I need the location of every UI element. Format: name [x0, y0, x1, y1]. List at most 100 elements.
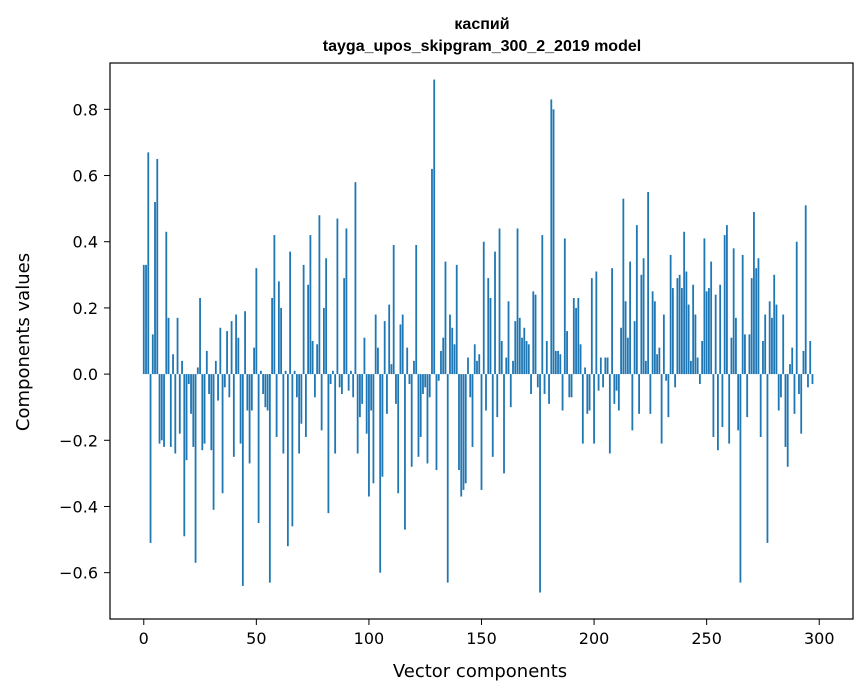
bar	[449, 314, 451, 375]
bar	[480, 374, 483, 490]
bar	[417, 374, 420, 457]
bar	[588, 374, 591, 411]
bar	[737, 374, 740, 431]
y-tick-label: 0.4	[73, 233, 98, 252]
bar	[602, 374, 604, 388]
bar	[329, 374, 332, 385]
y-axis-label: Components values	[13, 253, 34, 431]
bar	[160, 374, 163, 441]
bar	[746, 374, 749, 418]
bar	[185, 374, 188, 461]
bar	[248, 374, 251, 464]
bar	[507, 301, 510, 375]
bar	[178, 374, 181, 434]
bar	[482, 241, 485, 375]
bar	[753, 211, 755, 375]
bar	[399, 324, 402, 375]
bar	[714, 294, 717, 375]
bar	[286, 374, 289, 547]
bar	[586, 374, 589, 414]
bar	[568, 374, 571, 398]
bar	[599, 357, 602, 375]
bar	[316, 344, 319, 375]
bar	[667, 374, 670, 418]
bar	[606, 357, 609, 375]
bar	[678, 274, 681, 375]
bar	[390, 364, 393, 375]
y-tick-label: 0.6	[73, 167, 98, 186]
chart-subtitle: tayga_upos_skipgram_300_2_2019 model	[323, 38, 641, 55]
bar	[689, 360, 692, 375]
bar	[662, 314, 665, 375]
bar	[503, 374, 505, 474]
bar	[383, 321, 386, 375]
bar	[273, 235, 276, 375]
bar	[187, 374, 190, 385]
bar	[451, 327, 454, 375]
bar	[629, 261, 632, 375]
bar	[741, 254, 744, 375]
bar	[726, 225, 728, 375]
bar	[154, 202, 156, 375]
bar	[431, 168, 433, 375]
bar	[370, 374, 373, 411]
bar	[793, 374, 796, 414]
bar	[167, 317, 170, 375]
bar	[660, 374, 663, 444]
bar	[415, 245, 418, 375]
bar	[406, 347, 409, 375]
bar	[782, 314, 785, 375]
bar	[289, 251, 292, 375]
bar	[145, 264, 147, 375]
bar	[712, 374, 715, 437]
bar	[735, 317, 737, 375]
bar	[521, 337, 523, 375]
bar	[212, 374, 215, 510]
bar	[771, 317, 773, 375]
plot-frame	[109, 62, 854, 620]
bar	[791, 347, 794, 375]
bar	[304, 374, 307, 437]
bar	[284, 370, 287, 375]
bar	[359, 374, 361, 418]
x-tick-label: 250	[691, 629, 722, 648]
bar	[730, 337, 733, 375]
bar	[656, 354, 659, 375]
x-tick-label: 50	[246, 629, 266, 648]
bar	[512, 360, 514, 375]
bar	[395, 374, 397, 404]
bar	[811, 374, 814, 385]
bar	[230, 321, 233, 375]
bar	[232, 374, 235, 457]
bar	[487, 278, 490, 375]
bar	[444, 261, 447, 375]
bar	[183, 374, 186, 537]
bar	[192, 374, 195, 447]
chart-title: каспий	[454, 16, 509, 33]
bar	[147, 152, 150, 375]
bar	[156, 158, 159, 375]
bar	[579, 344, 582, 375]
bar	[516, 228, 519, 375]
bar	[633, 321, 636, 375]
bar	[789, 364, 791, 375]
bar	[509, 374, 512, 408]
bar	[647, 192, 650, 375]
bar	[593, 374, 595, 444]
bar	[377, 347, 379, 375]
bar	[613, 374, 616, 404]
x-tick-label: 200	[579, 629, 610, 648]
bar	[239, 374, 242, 444]
bar	[638, 374, 641, 414]
bar	[331, 370, 334, 375]
bar	[669, 254, 672, 375]
bar	[464, 374, 467, 484]
bar	[404, 374, 406, 530]
bar	[388, 304, 391, 375]
bar	[237, 337, 240, 375]
bar	[685, 271, 688, 375]
bar	[590, 278, 593, 375]
bar	[264, 374, 267, 408]
bar	[196, 367, 199, 375]
bar	[732, 248, 735, 375]
